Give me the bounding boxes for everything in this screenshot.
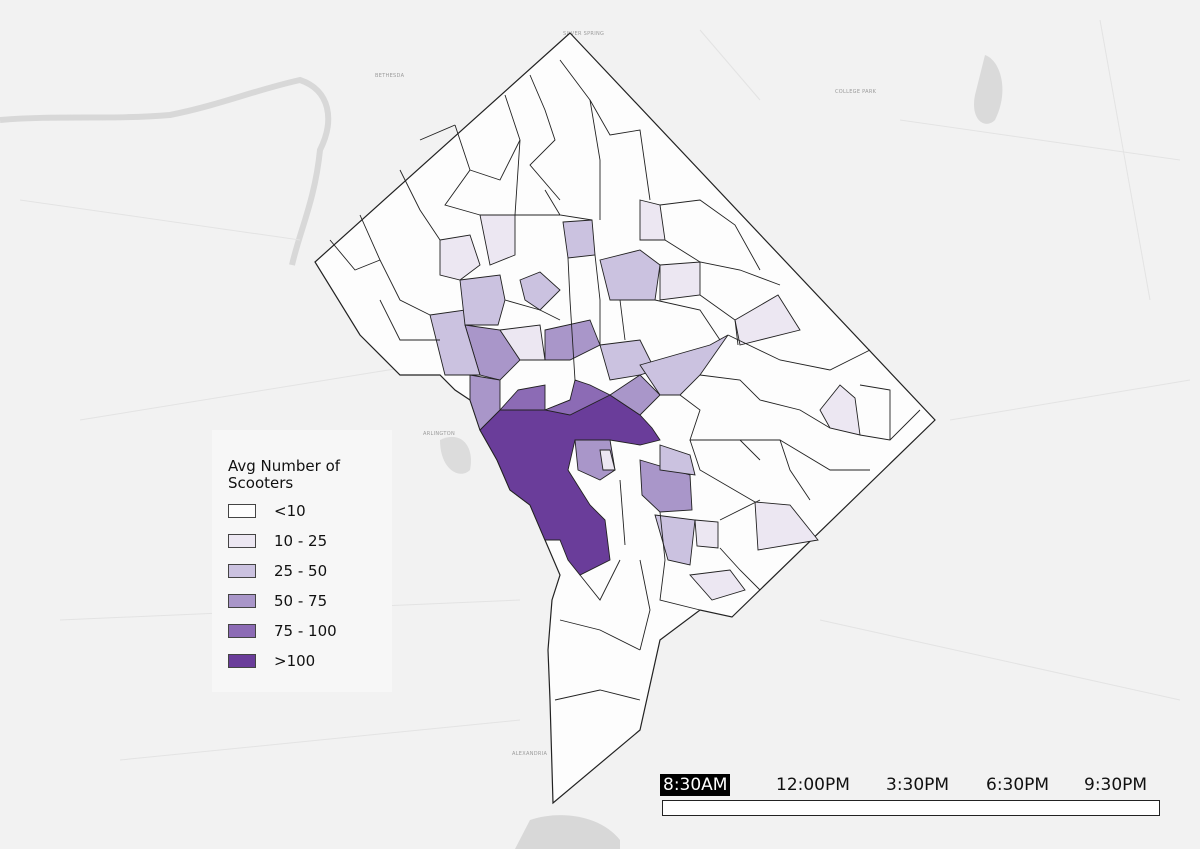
legend-swatch — [228, 564, 256, 578]
cemetery-area — [440, 436, 471, 474]
river-water — [515, 815, 620, 849]
legend-swatch — [228, 534, 256, 548]
census-tract — [543, 379, 612, 416]
time-label-1[interactable]: 12:00PM — [776, 775, 850, 795]
time-label-2[interactable]: 3:30PM — [886, 775, 950, 795]
census-tract — [499, 324, 546, 361]
basemap-roads — [19, 19, 1191, 761]
time-label-3[interactable]: 6:30PM — [986, 775, 1050, 795]
legend-label: 10 - 25 — [274, 532, 328, 550]
legend-label: >100 — [274, 652, 316, 670]
potomac-river — [0, 76, 332, 266]
census-tract — [599, 249, 661, 301]
place-label: ALEXANDRIA — [512, 751, 547, 757]
place-label: COLLEGE PARK — [835, 89, 877, 95]
census-tract — [439, 234, 481, 281]
time-label-0[interactable]: 8:30AM — [660, 774, 731, 796]
census-tracts — [329, 59, 921, 701]
basemap-place-labels: SILVER SPRING BETHESDA COLLEGE PARK ARLI… — [375, 31, 877, 757]
legend-swatch — [228, 504, 256, 518]
census-tract — [689, 569, 746, 601]
time-label-4[interactable]: 9:30PM — [1084, 775, 1148, 795]
legend-label: 25 - 50 — [274, 562, 328, 580]
census-tract — [599, 449, 616, 471]
park-area — [974, 55, 1003, 124]
census-tract — [498, 384, 546, 411]
progress-track[interactable] — [662, 800, 1160, 816]
census-tract — [479, 214, 516, 266]
census-tract — [429, 309, 481, 376]
legend: Avg Number of Scooters <10 10 - 25 25 - … — [212, 430, 392, 692]
census-tract — [819, 384, 861, 436]
census-tract — [562, 219, 596, 259]
census-tract — [694, 519, 719, 549]
census-tract — [459, 274, 506, 326]
legend-swatch — [228, 624, 256, 638]
legend-label: <10 — [274, 502, 306, 520]
census-tract — [734, 294, 801, 346]
census-tract — [754, 501, 819, 551]
place-label: SILVER SPRING — [563, 31, 604, 37]
place-label: ARLINGTON — [423, 431, 455, 437]
legend-title: Avg Number of Scooters — [228, 457, 341, 492]
legend-swatch — [228, 654, 256, 668]
census-tract — [519, 271, 561, 311]
legend-swatch — [228, 594, 256, 608]
legend-label: 75 - 100 — [274, 622, 337, 640]
place-label: BETHESDA — [375, 73, 405, 79]
census-tract — [659, 444, 696, 476]
census-tract — [469, 374, 501, 431]
time-slider[interactable]: 8:30AM 12:00PM 3:30PM 6:30PM 9:30PM — [660, 772, 1162, 822]
tract-boundaries — [329, 59, 921, 701]
census-tract — [659, 261, 701, 301]
legend-label: 50 - 75 — [274, 592, 328, 610]
